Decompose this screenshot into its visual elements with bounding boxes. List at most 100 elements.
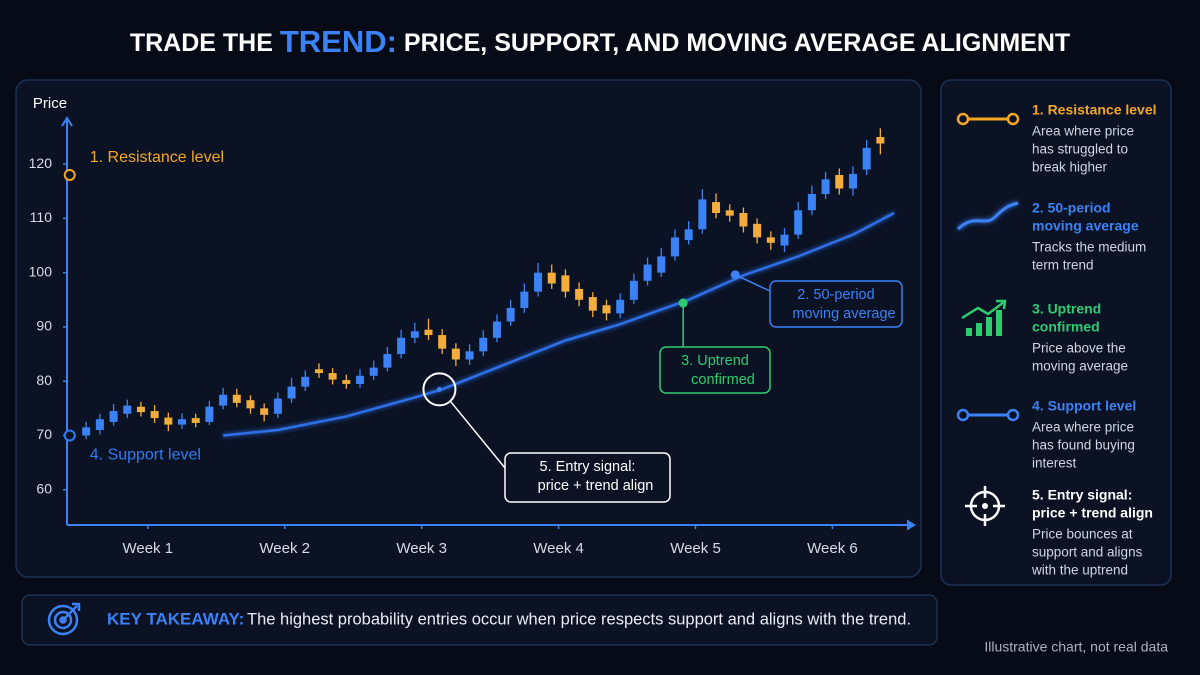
x-tick-label: Week 5: [670, 540, 721, 557]
candle-body: [246, 400, 255, 409]
legend-text: has struggled to: [1032, 142, 1128, 157]
candle-body: [876, 136, 885, 144]
candle-body: [397, 337, 406, 355]
candle-body: [575, 288, 584, 300]
legend-panel: [940, 79, 1172, 586]
title-part: TRADE THE: [130, 29, 280, 57]
icon-dot: [956, 112, 970, 126]
connector: [449, 400, 506, 469]
candle-body: [835, 174, 844, 189]
legend-title: confirmed: [1032, 319, 1100, 335]
candle-body: [670, 237, 679, 257]
y-tick-label: 110: [30, 209, 53, 225]
title-highlight: TREND:: [280, 24, 397, 59]
candle-body: [164, 417, 173, 425]
legend-title: 5. Entry signal:: [1032, 487, 1132, 503]
candle-body: [150, 411, 159, 419]
candle-body: [520, 291, 529, 308]
footnote: Illustrative chart, not real data: [984, 639, 1168, 655]
legend-icon: [956, 408, 1020, 422]
candle-body: [465, 351, 474, 360]
y-tick-label: 100: [29, 263, 53, 279]
candle-body: [205, 406, 214, 422]
legend-title: 1. Resistance level: [1032, 102, 1157, 118]
candle-body: [725, 210, 734, 216]
candle-body: [684, 229, 693, 241]
candle-body: [506, 307, 515, 322]
candle-body: [369, 367, 378, 376]
x-axis-arrow: [906, 519, 916, 531]
candle-body: [109, 411, 118, 422]
candle-body: [328, 373, 337, 380]
candle-body: [342, 380, 351, 384]
annotation-text: 3. Uptrend: [681, 353, 749, 369]
title-part: PRICE, SUPPORT, AND MOVING AVERAGE ALIGN…: [397, 29, 1070, 57]
candle-body: [178, 419, 187, 425]
icon-bar: [996, 310, 1002, 336]
annotation-text: 5. Entry signal:: [540, 459, 636, 475]
y-tick-label: 80: [36, 372, 52, 388]
legend-title: 2. 50-period: [1032, 200, 1111, 216]
icon-bar: [976, 323, 982, 336]
candle-body: [260, 408, 269, 415]
candle-body: [588, 297, 597, 311]
x-tick-label: Week 6: [807, 540, 858, 557]
legend-text: Price bounces at: [1032, 527, 1133, 542]
candle-body: [424, 329, 433, 336]
candle-body: [383, 354, 392, 368]
candle-body: [219, 394, 228, 406]
candle-body: [492, 321, 501, 338]
target-icon: [47, 602, 81, 636]
y-tick-label: 70: [36, 426, 52, 442]
legend-text: moving average: [1032, 359, 1128, 374]
candle-body: [451, 348, 460, 360]
candle-body: [821, 179, 830, 194]
candle-body: [191, 418, 200, 423]
candle-body: [753, 223, 762, 238]
legend-icon: [961, 299, 1007, 336]
icon-arrow-head: [996, 299, 1007, 310]
candle-body: [602, 305, 611, 314]
y-tick-label: 90: [36, 318, 52, 334]
candle-body: [780, 234, 789, 246]
candle-body: [82, 427, 91, 436]
candle-body: [479, 337, 488, 352]
x-tick-label: Week 1: [122, 540, 173, 557]
icon-curve: [956, 201, 1019, 231]
annotation-box: [659, 346, 771, 394]
candle-body: [287, 386, 296, 399]
level-marker: [63, 168, 76, 181]
candle-body: [356, 375, 365, 384]
takeaway-panel: [21, 594, 938, 646]
candle-body: [739, 212, 748, 227]
candle-body: [232, 394, 241, 403]
legend: 1. Resistance level Area where price has s…: [956, 102, 1157, 578]
annotation-box: [769, 280, 903, 328]
icon-dot: [1006, 408, 1020, 422]
x-tick-label: Week 3: [396, 540, 447, 557]
legend-text: Tracks the medium: [1032, 240, 1146, 255]
y-axis-arrow: [61, 116, 73, 127]
legend-text: term trend: [1032, 258, 1094, 273]
candle-body: [629, 280, 638, 300]
icon-dot: [1006, 112, 1020, 126]
icon-arrow: [961, 301, 1005, 320]
candle-body: [273, 398, 282, 414]
legend-text: with the uptrend: [1031, 563, 1128, 578]
candle-body: [848, 173, 857, 189]
candle-body: [547, 272, 556, 284]
candle-body: [698, 199, 707, 230]
legend-title: price + trend align: [1032, 505, 1153, 521]
candle-body: [561, 275, 570, 292]
candle-body: [123, 405, 132, 414]
takeaway-text: The highest probability entries occur wh…: [247, 610, 911, 628]
title: TRADE THE TREND: PRICE, SUPPORT, AND MOV…: [130, 24, 1070, 59]
legend-title: 3. Uptrend: [1032, 301, 1101, 317]
candle-body: [301, 376, 310, 387]
legend-text: break higher: [1032, 160, 1108, 175]
candle-body: [643, 264, 652, 281]
plot: 60 70 80 90 100 110 120 Week 1 Week 2 Week 3 Week …: [29, 116, 916, 557]
candle-body: [807, 193, 816, 211]
legend-icon: [956, 112, 1020, 126]
